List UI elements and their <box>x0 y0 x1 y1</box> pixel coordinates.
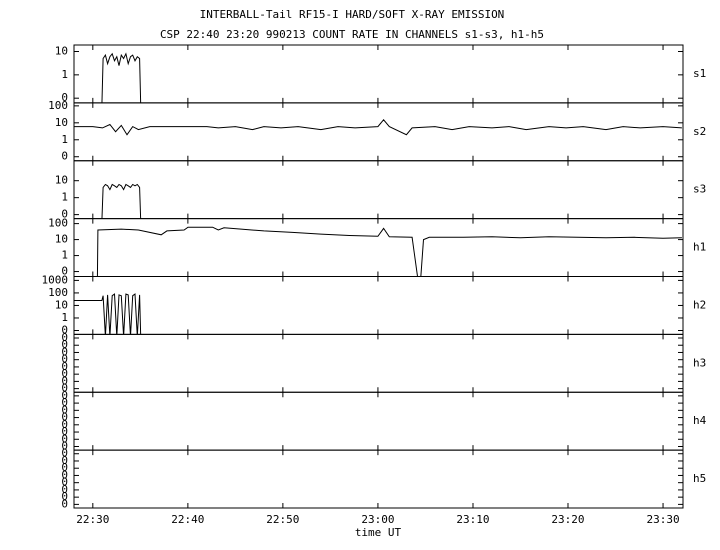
y-tick-label: 0 <box>61 440 68 453</box>
x-tick-label: 23:00 <box>361 513 394 526</box>
panel-frame <box>73 102 684 162</box>
channel-label: h3 <box>693 356 706 369</box>
y-tick-label: 0 <box>61 360 68 373</box>
y-tick-label: 1000 <box>42 273 69 286</box>
panel-frame <box>73 218 684 277</box>
y-tick-label: 0 <box>61 338 68 351</box>
y-tick-label: 0 <box>61 490 68 503</box>
x-tick-label: 22:50 <box>266 513 299 526</box>
panel-frame <box>73 391 684 451</box>
y-tick-label: 0 <box>61 476 68 489</box>
data-line <box>74 119 682 136</box>
y-tick-label: 1 <box>61 68 68 81</box>
y-tick-label: 0 <box>61 411 68 424</box>
channel-label: s3 <box>693 183 706 196</box>
panel-frame <box>73 449 684 509</box>
y-tick-label: 0 <box>61 331 68 344</box>
y-tick-label: 0 <box>61 483 68 496</box>
y-tick-label: 1 <box>61 249 68 262</box>
y-tick-label: 0 <box>61 403 68 416</box>
y-tick-label: 0 <box>61 208 68 221</box>
y-tick-label: 0 <box>61 418 68 431</box>
y-tick-label: 0 <box>61 367 68 380</box>
data-line <box>101 52 142 103</box>
y-tick-label: 0 <box>61 265 68 278</box>
x-tick-label: 23:10 <box>456 513 489 526</box>
x-axis-label: time UT <box>355 526 402 539</box>
y-tick-label: 0 <box>61 323 68 336</box>
channel-label: h4 <box>693 414 707 427</box>
channel-label: h2 <box>693 298 706 311</box>
channel-label: s2 <box>693 125 706 138</box>
y-tick-label: 0 <box>61 374 68 387</box>
y-tick-label: 0 <box>61 382 68 395</box>
y-tick-label: 10 <box>55 298 68 311</box>
y-tick-label: 0 <box>61 396 68 409</box>
y-tick-label: 0 <box>61 447 68 460</box>
y-tick-label: 0 <box>61 425 68 438</box>
y-tick-label: 100 <box>48 286 68 299</box>
x-tick-label: 23:30 <box>646 513 679 526</box>
y-tick-label: 10 <box>55 233 68 246</box>
x-tick-label: 23:20 <box>551 513 584 526</box>
chart-title: INTERBALL-Tail RF15-I HARD/SOFT X-RAY EM… <box>200 8 505 21</box>
y-tick-label: 0 <box>61 468 68 481</box>
panel-frame <box>73 333 684 393</box>
x-tick-label: 22:40 <box>171 513 204 526</box>
y-tick-label: 1 <box>61 133 68 146</box>
y-tick-label: 100 <box>48 99 68 112</box>
data-line <box>96 226 682 277</box>
y-tick-label: 0 <box>61 454 68 467</box>
y-tick-label: 0 <box>61 150 68 163</box>
panel-frame <box>73 276 684 335</box>
y-tick-label: 1 <box>61 191 68 204</box>
chart-subtitle: CSP 22:40 23:20 990213 COUNT RATE IN CHA… <box>160 28 544 41</box>
y-tick-label: 0 <box>61 461 68 474</box>
y-tick-label: 0 <box>61 432 68 445</box>
y-tick-label: 0 <box>61 91 68 104</box>
y-tick-label: 1 <box>61 311 68 324</box>
channel-label: h5 <box>693 472 706 485</box>
y-tick-label: 0 <box>61 389 68 402</box>
y-tick-label: 10 <box>55 45 68 58</box>
panel-frame <box>73 44 684 104</box>
channel-label: s1 <box>693 67 706 80</box>
y-tick-label: 0 <box>61 497 68 510</box>
y-tick-label: 0 <box>61 353 68 366</box>
data-line <box>74 293 142 335</box>
y-tick-label: 100 <box>48 217 68 230</box>
panel-frame <box>73 160 684 220</box>
y-tick-label: 10 <box>55 116 68 129</box>
data-line <box>101 183 142 219</box>
y-tick-label: 10 <box>55 174 68 187</box>
x-tick-label: 22:30 <box>76 513 109 526</box>
y-tick-label: 0 <box>61 345 68 358</box>
channel-label: h1 <box>693 241 706 254</box>
